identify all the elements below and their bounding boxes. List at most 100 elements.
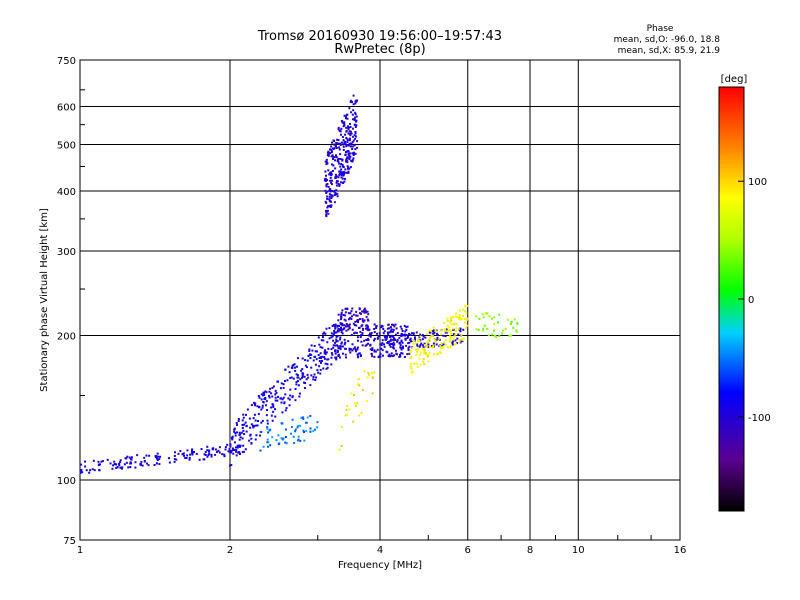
- data-point: [298, 395, 301, 398]
- data-point: [233, 428, 236, 431]
- data-point: [424, 353, 427, 356]
- data-point: [328, 198, 331, 201]
- data-point: [463, 318, 466, 321]
- data-point: [428, 338, 431, 341]
- data-point: [425, 345, 428, 348]
- data-point: [296, 357, 299, 360]
- data-point: [266, 426, 269, 429]
- data-point: [408, 341, 411, 344]
- data-point: [294, 428, 297, 431]
- data-point: [373, 349, 376, 352]
- data-point: [343, 318, 346, 321]
- data-point: [434, 339, 437, 342]
- data-point: [274, 396, 277, 399]
- data-point: [497, 321, 500, 324]
- data-point: [351, 152, 354, 155]
- data-point: [229, 464, 232, 467]
- data-point: [303, 431, 306, 434]
- data-point: [244, 448, 247, 451]
- data-point: [350, 318, 353, 321]
- data-point: [168, 461, 171, 464]
- data-point: [353, 144, 356, 147]
- data-point: [379, 347, 382, 350]
- data-point: [456, 315, 459, 318]
- data-point: [340, 141, 343, 144]
- data-point: [98, 463, 101, 466]
- data-point: [427, 354, 430, 357]
- data-point: [346, 139, 349, 142]
- data-point: [342, 172, 345, 175]
- data-point: [259, 449, 262, 452]
- data-point: [510, 334, 513, 337]
- data-point: [326, 151, 329, 154]
- data-point: [243, 423, 246, 426]
- data-point: [339, 142, 342, 145]
- data-point: [347, 324, 350, 327]
- data-point: [257, 420, 260, 423]
- data-point: [382, 327, 385, 330]
- data-point: [324, 349, 327, 352]
- data-point: [363, 319, 366, 322]
- data-point: [235, 449, 238, 452]
- data-point: [206, 455, 209, 458]
- data-point: [235, 454, 238, 457]
- data-point: [343, 142, 346, 145]
- data-point: [365, 315, 368, 318]
- data-point: [466, 324, 469, 327]
- data-point: [343, 343, 346, 346]
- data-point: [271, 386, 274, 389]
- data-point: [353, 117, 356, 120]
- data-point: [450, 332, 453, 335]
- data-point: [450, 323, 453, 326]
- data-point: [449, 321, 452, 324]
- data-point: [430, 335, 433, 338]
- data-point: [459, 309, 462, 312]
- data-point: [323, 352, 326, 355]
- data-point: [155, 456, 158, 459]
- data-point: [314, 350, 317, 353]
- data-point: [208, 450, 211, 453]
- data-point: [419, 363, 422, 366]
- data-point: [396, 332, 399, 335]
- data-point: [512, 326, 515, 329]
- data-point: [454, 339, 457, 342]
- data-point: [238, 438, 241, 441]
- data-point: [350, 310, 353, 313]
- data-point: [330, 171, 333, 174]
- data-point: [339, 133, 342, 136]
- data-point: [234, 434, 237, 437]
- data-point: [253, 413, 256, 416]
- data-point: [452, 316, 455, 319]
- data-point: [373, 328, 376, 331]
- data-point: [373, 355, 376, 358]
- data-point: [345, 356, 348, 359]
- data-point: [352, 157, 355, 160]
- data-point: [301, 357, 304, 360]
- data-point: [248, 417, 251, 420]
- data-point: [423, 351, 426, 354]
- chart-title: Tromsø 20160930 19:56:00–19:57:43: [257, 29, 502, 44]
- data-point: [371, 392, 374, 395]
- data-point: [249, 426, 252, 429]
- data-point: [330, 148, 333, 151]
- data-point: [354, 132, 357, 135]
- data-point: [370, 332, 373, 335]
- data-point: [354, 152, 357, 155]
- data-point: [399, 346, 402, 349]
- data-point: [366, 376, 369, 379]
- data-point: [356, 348, 359, 351]
- data-point: [332, 333, 335, 336]
- data-point: [337, 347, 340, 350]
- data-point: [334, 167, 337, 170]
- data-point: [208, 449, 211, 452]
- data-point: [407, 342, 410, 345]
- data-point: [353, 123, 356, 126]
- data-point: [361, 324, 364, 327]
- data-point: [354, 135, 357, 138]
- colorbar-tick-label: -100: [748, 413, 771, 424]
- data-point: [405, 334, 408, 337]
- data-point: [347, 144, 350, 147]
- data-point: [356, 319, 359, 322]
- data-point: [429, 331, 432, 334]
- data-point: [411, 338, 414, 341]
